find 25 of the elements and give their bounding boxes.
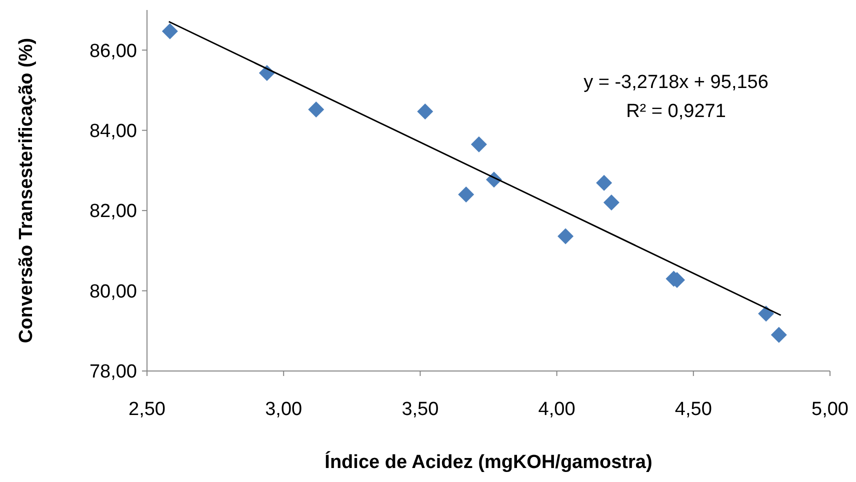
x-tick-label: 4,50 [674,399,712,420]
point [162,23,178,40]
point [770,326,787,343]
point [596,174,612,191]
x-tick-label: 2,50 [128,399,166,420]
x-tick-label: 5,00 [812,399,848,420]
point [308,101,324,118]
point [470,136,487,152]
annotation: R² = 0,9271 [626,101,726,122]
point [758,306,774,322]
y-tick-label: 82,00 [89,201,137,222]
y-tick-label: 78,00 [89,362,137,383]
point [458,186,474,203]
annotation: y = -3,2718x + 95,156 [584,72,768,93]
y-tick-label: 86,00 [89,40,137,62]
point [603,194,620,211]
y-axis-title: Conversão Transesterificação (%) [16,38,37,344]
y-tick-label: 80,00 [89,281,137,302]
y-tick-label: 84,00 [89,120,137,142]
x-tick-label: 3,00 [265,399,302,420]
x-tick-label: 4,00 [538,399,576,420]
point [417,103,434,120]
x-axis-title: Índice de Acidez (mgKOH/gamostra) [324,451,652,473]
point [558,228,574,244]
x-tick-label: 3,50 [402,399,439,420]
